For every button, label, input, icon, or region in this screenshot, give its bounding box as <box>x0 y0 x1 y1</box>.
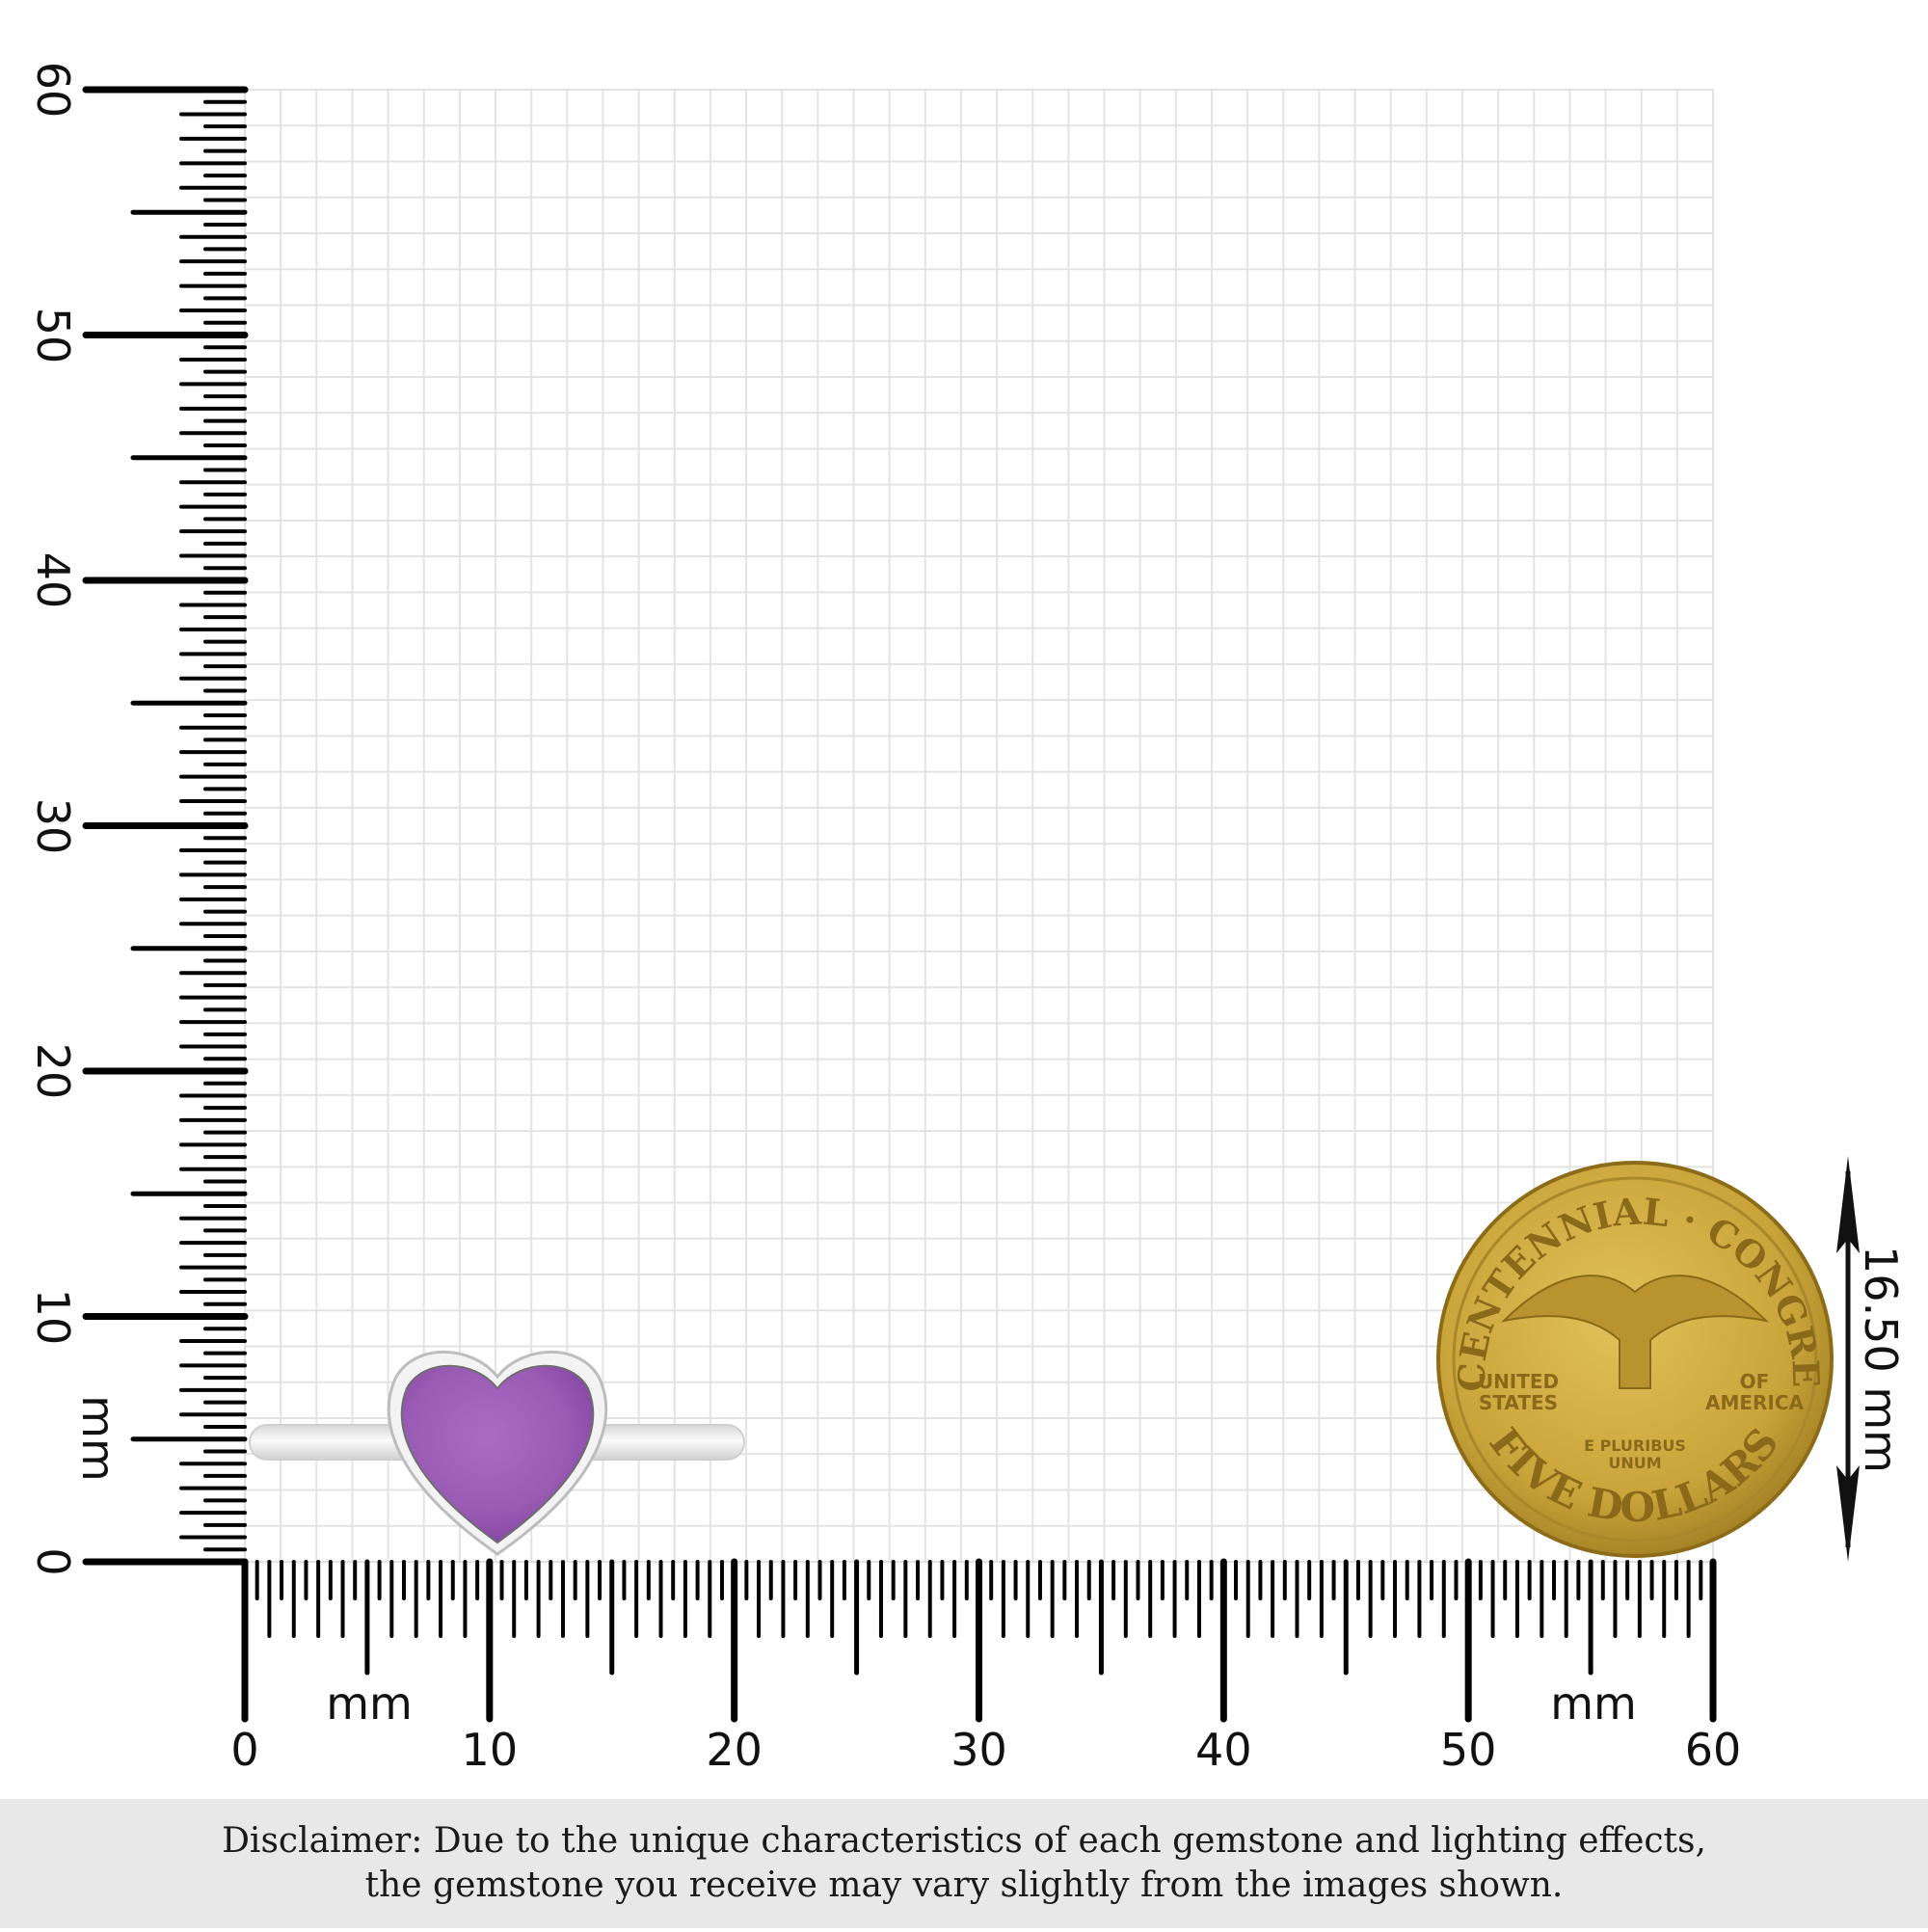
horizontal-ruler-label: 60 <box>1684 1724 1742 1776</box>
heart-stone <box>400 1364 595 1544</box>
horizontal-ruler-label: 0 <box>230 1724 259 1776</box>
heart-ring <box>249 1351 745 1556</box>
vertical-ruler-label: 60 <box>27 61 79 119</box>
arrow-up-icon <box>1836 1156 1860 1253</box>
disclaimer-line-2: the gemstone you receive may vary slight… <box>364 1865 1564 1905</box>
disclaimer-line-1: Disclaimer: Due to the unique characteri… <box>222 1821 1706 1861</box>
svg-text:STATES: STATES <box>1479 1391 1558 1414</box>
horizontal-ruler-label: 50 <box>1439 1724 1497 1776</box>
dimension-arrow <box>1836 1156 1860 1562</box>
svg-text:UNUM: UNUM <box>1608 1454 1661 1472</box>
horizontal-ruler-label: 10 <box>461 1724 519 1776</box>
vertical-ruler-label: 20 <box>27 1042 79 1100</box>
vertical-unit-label: mm <box>72 1395 124 1482</box>
svg-text:UNITED: UNITED <box>1478 1370 1559 1393</box>
horizontal-ruler-label: 20 <box>706 1724 763 1776</box>
horizontal-unit-label-right: mm <box>1550 1677 1637 1730</box>
disclaimer-banner: Disclaimer: Due to the unique characteri… <box>0 1799 1928 1928</box>
vertical-ruler-label: 0 <box>27 1547 79 1576</box>
horizontal-ruler <box>241 1558 1717 1723</box>
arrow-down-icon <box>1836 1465 1860 1562</box>
coin-diameter-label: 16.50 mm <box>1855 1246 1907 1473</box>
vertical-ruler-label: 10 <box>27 1288 79 1345</box>
svg-text:AMERICA: AMERICA <box>1705 1391 1805 1414</box>
horizontal-ruler-label: 30 <box>951 1724 1007 1776</box>
svg-text:OF: OF <box>1740 1370 1770 1393</box>
horizontal-ruler-label: 40 <box>1195 1724 1252 1776</box>
svg-text:E PLURIBUS: E PLURIBUS <box>1584 1436 1686 1455</box>
horizontal-unit-label-left: mm <box>326 1677 413 1730</box>
vertical-ruler-label: 30 <box>27 797 79 854</box>
vertical-ruler-label: 50 <box>27 307 79 363</box>
vertical-ruler <box>82 86 249 1566</box>
vertical-ruler-label: 40 <box>27 551 79 609</box>
eagle-icon <box>1500 1275 1770 1389</box>
